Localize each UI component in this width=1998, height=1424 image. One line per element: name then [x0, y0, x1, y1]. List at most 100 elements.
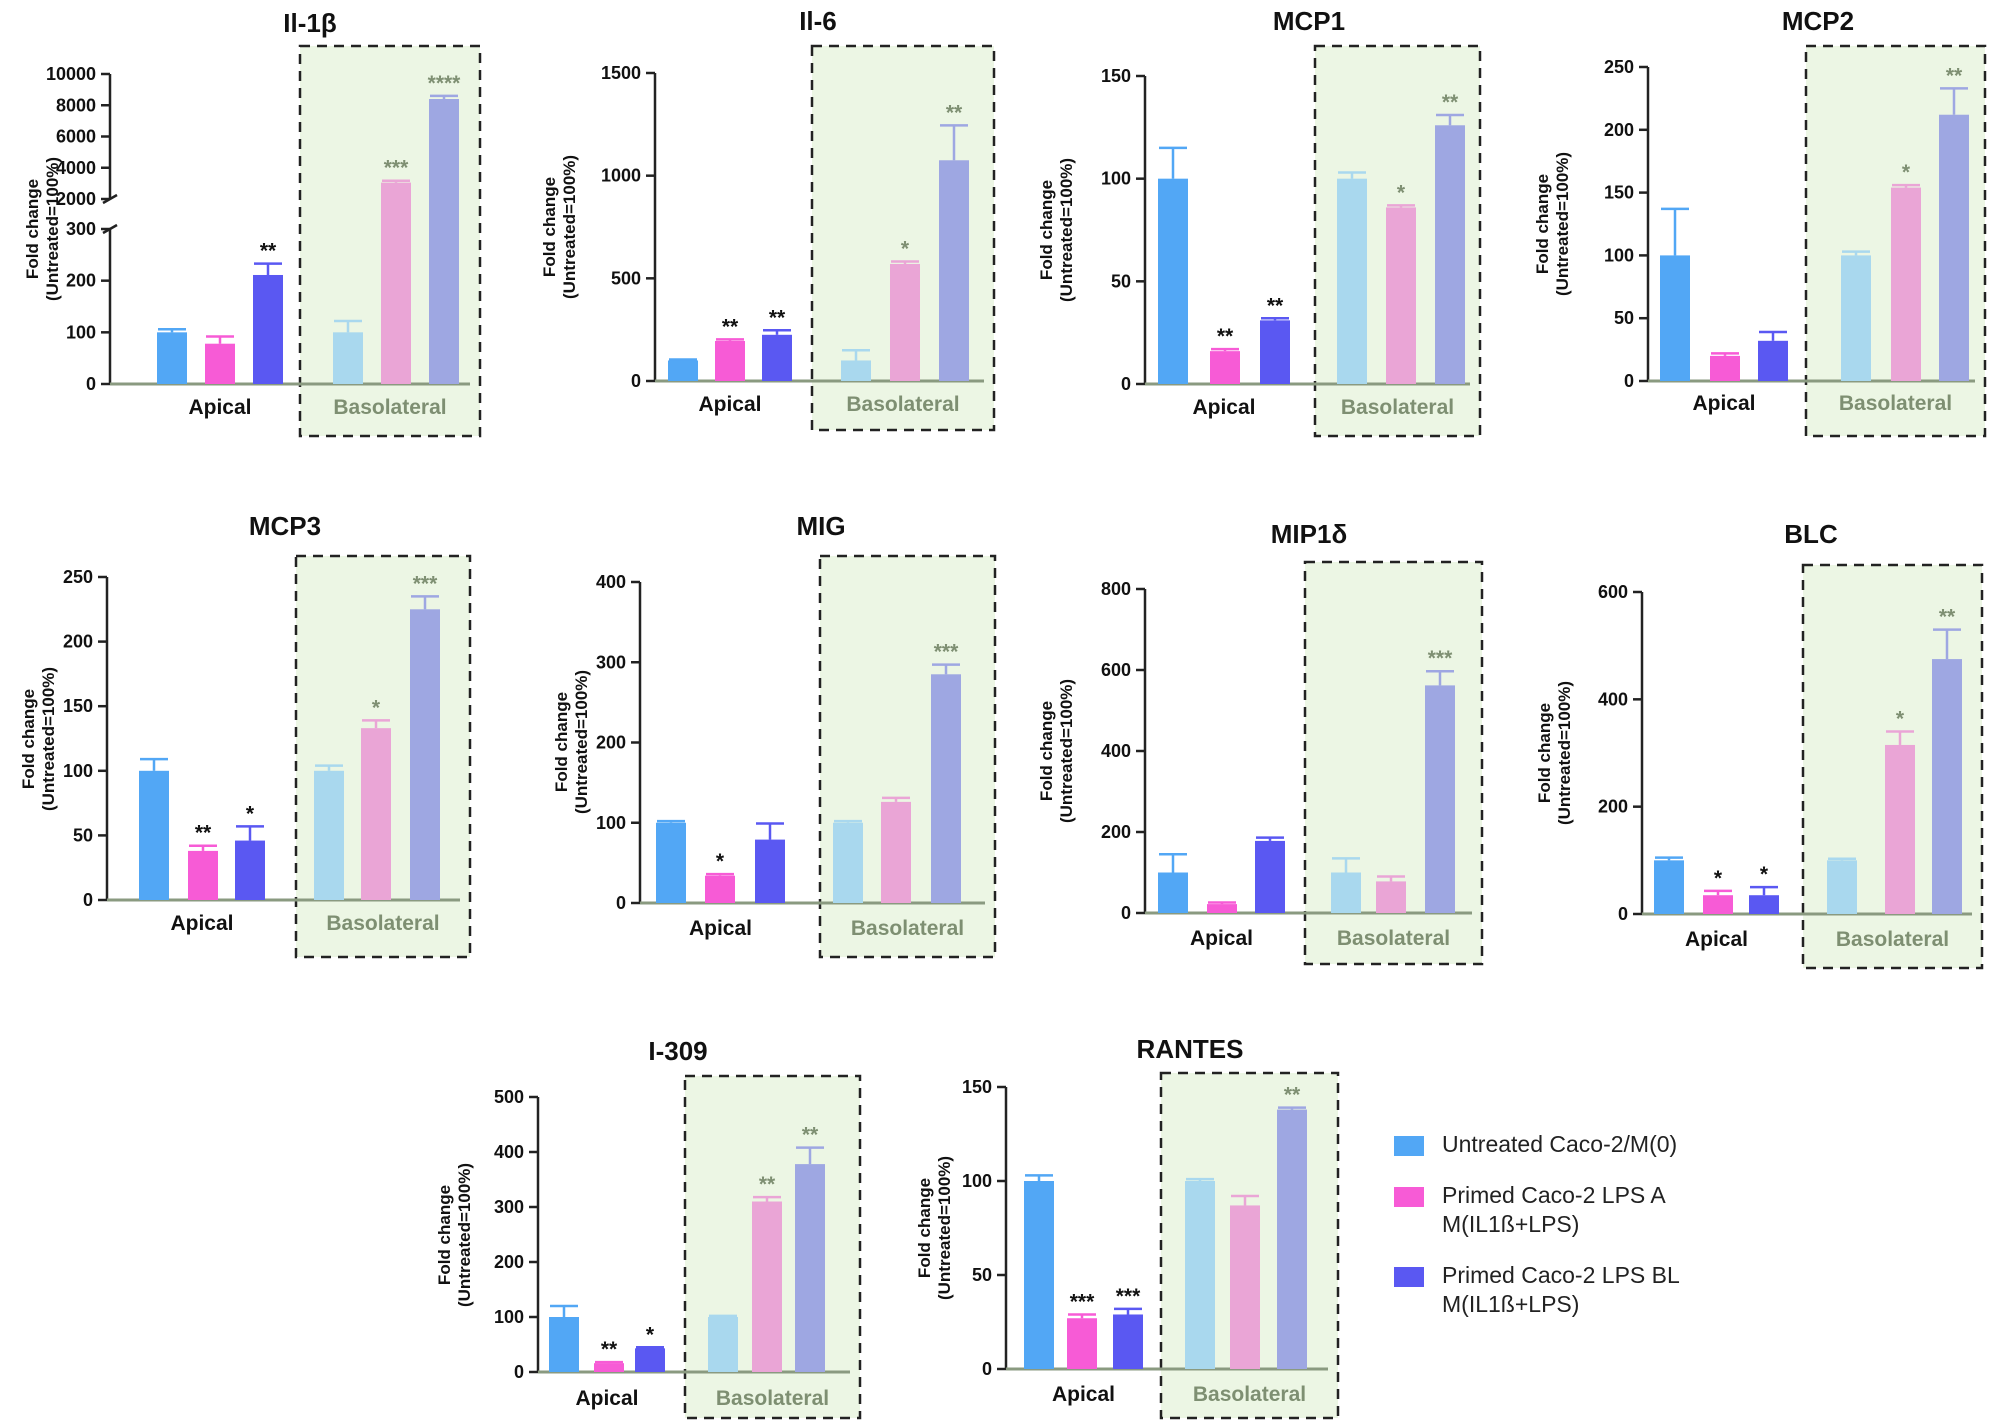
bar-basolateral-2 — [1891, 187, 1921, 381]
bar-basolateral-3 — [1277, 1109, 1307, 1369]
y-tick-label: 50 — [73, 825, 93, 845]
y-axis-label-line: Fold change — [23, 179, 42, 279]
group-label-apical: Apical — [170, 912, 233, 935]
group-label-apical: Apical — [1692, 392, 1755, 415]
y-axis-label-line: (Untreated=100%) — [39, 667, 58, 811]
significance-label: * — [716, 850, 725, 873]
y-tick-label: 0 — [1121, 374, 1131, 394]
significance-label: * — [372, 696, 381, 719]
y-axis-label: Fold change(Untreated=100%) — [1533, 152, 1572, 296]
chart-panel-6: MIG Fold change(Untreated=100%) 0 100 200 300… — [552, 511, 997, 959]
significance-label: ** — [195, 822, 212, 845]
bar-apical-3 — [1758, 340, 1788, 381]
group-label-apical: Apical — [1052, 1383, 1115, 1406]
bar-basolateral-3 — [795, 1164, 825, 1372]
y-tick-label: 100 — [962, 1171, 992, 1191]
significance-label: ** — [759, 1173, 776, 1196]
group-label-apical: Apical — [188, 396, 251, 419]
bar-basolateral-1 — [841, 360, 871, 381]
bar-basolateral-3 — [1932, 659, 1962, 914]
y-tick-label: 150 — [962, 1077, 992, 1097]
chart-title: MCP3 — [249, 511, 321, 541]
y-tick-label: 50 — [972, 1265, 992, 1285]
chart-title: BLC — [1784, 519, 1838, 549]
bar-basolateral-3 — [1435, 125, 1465, 384]
bar-basolateral-1 — [833, 822, 863, 903]
group-label-basolateral: Basolateral — [326, 912, 439, 935]
bar-basolateral-2 — [1885, 744, 1915, 914]
y-tick-label: 100 — [66, 322, 96, 342]
y-tick-label: 0 — [616, 893, 626, 913]
legend-swatch-primed-apical — [1394, 1187, 1424, 1207]
chart-panel-9: I-309 Fold change(Untreated=100%) 0 100 200 3… — [435, 1036, 862, 1420]
y-axis-label-line: (Untreated=100%) — [1057, 679, 1076, 823]
y-tick-label: 400 — [596, 572, 626, 592]
group-label-basolateral: Basolateral — [846, 393, 959, 416]
y-tick-label: 100 — [494, 1307, 524, 1327]
chart-panel-5: MCP3 Fold change(Untreated=100%) 0 50 100 150… — [19, 511, 472, 959]
group-label-apical: Apical — [698, 393, 761, 416]
significance-label: * — [901, 237, 910, 260]
bar-basolateral-2 — [381, 182, 411, 384]
y-axis-label-line: Fold change — [1533, 174, 1552, 274]
bar-apical-3 — [253, 274, 283, 384]
y-axis-label-line: (Untreated=100%) — [43, 157, 62, 301]
y-axis-label: Fold change(Untreated=100%) — [552, 670, 591, 814]
bar-apical-1 — [1024, 1181, 1054, 1369]
y-axis-label-line: Fold change — [552, 692, 571, 792]
y-tick-label: 2000 — [56, 189, 96, 209]
y-axis-label: Fold change(Untreated=100%) — [540, 155, 579, 299]
y-tick-label: 300 — [494, 1197, 524, 1217]
y-tick-label: 100 — [596, 813, 626, 833]
y-tick-label: 400 — [1101, 741, 1131, 761]
chart-title: Il-1β — [283, 8, 336, 38]
y-axis-label-line: Fold change — [1037, 701, 1056, 801]
significance-label: *** — [1116, 1285, 1141, 1308]
y-tick-label: 0 — [1121, 903, 1131, 923]
bar-basolateral-2 — [1230, 1205, 1260, 1369]
y-tick-label: 200 — [1598, 797, 1628, 817]
y-axis-label: Fold change(Untreated=100%) — [1037, 158, 1076, 302]
bar-apical-2 — [1710, 355, 1740, 381]
y-axis-label: Fold change(Untreated=100%) — [19, 667, 58, 811]
y-tick-label: 800 — [1101, 579, 1131, 599]
y-axis-label: Fold change(Untreated=100%) — [435, 1163, 474, 1307]
group-label-basolateral: Basolateral — [1836, 928, 1949, 951]
significance-label: ** — [722, 315, 739, 338]
legend-item-primed-basolateral: Primed Caco-2 LPS BL M(IL1ß+LPS) — [1394, 1261, 1814, 1319]
y-axis-label: Fold change(Untreated=100%) — [1535, 681, 1574, 825]
chart-title: MIP1δ — [1271, 519, 1347, 549]
significance-label: *** — [384, 157, 409, 180]
group-label-apical: Apical — [689, 917, 752, 940]
bar-basolateral-1 — [333, 332, 363, 384]
y-tick-label: 0 — [83, 890, 93, 910]
bar-apical-1 — [1654, 860, 1684, 914]
group-label-basolateral: Basolateral — [716, 1387, 829, 1410]
group-label-basolateral: Basolateral — [1193, 1383, 1306, 1406]
significance-label: * — [1896, 708, 1905, 731]
y-tick-label: 300 — [66, 219, 96, 239]
legend-label-untreated: Untreated Caco-2/M(0) — [1442, 1131, 1678, 1157]
y-axis-label-line: (Untreated=100%) — [935, 1156, 954, 1300]
y-tick-label: 100 — [1604, 245, 1634, 265]
bar-basolateral-1 — [1331, 872, 1361, 913]
significance-label: * — [646, 1323, 655, 1346]
group-label-apical: Apical — [1190, 927, 1253, 950]
y-tick-label: 0 — [1624, 371, 1634, 391]
y-axis-label: Fold change(Untreated=100%) — [915, 1156, 954, 1300]
y-tick-label: 6000 — [56, 127, 96, 147]
legend: Untreated Caco-2/M(0) Primed Caco-2 LPS … — [1394, 1130, 1814, 1341]
y-tick-label: 1000 — [601, 166, 641, 186]
bar-basolateral-2 — [881, 801, 911, 903]
y-tick-label: 200 — [66, 271, 96, 291]
y-tick-label: 250 — [1604, 57, 1634, 77]
bar-apical-1 — [1158, 872, 1188, 913]
bar-apical-3 — [1113, 1314, 1143, 1369]
group-label-basolateral: Basolateral — [851, 917, 964, 940]
y-tick-label: 200 — [1101, 822, 1131, 842]
y-tick-label: 200 — [596, 733, 626, 753]
y-tick-label: 150 — [1604, 183, 1634, 203]
bar-apical-2 — [705, 875, 735, 903]
y-tick-label: 250 — [63, 567, 93, 587]
